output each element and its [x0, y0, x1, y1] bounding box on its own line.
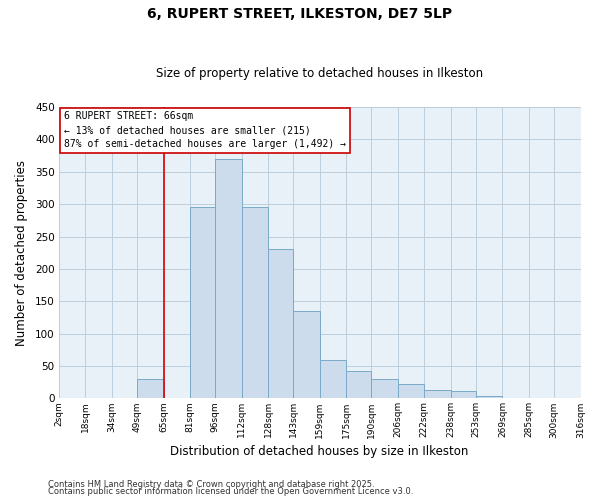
- Bar: [242, 208, 268, 398]
- Bar: [371, 379, 398, 398]
- Bar: [137, 379, 164, 398]
- Bar: [476, 396, 502, 398]
- Bar: [424, 390, 451, 398]
- Bar: [268, 250, 293, 398]
- Y-axis label: Number of detached properties: Number of detached properties: [15, 160, 28, 346]
- Bar: [346, 370, 371, 398]
- Bar: [190, 208, 215, 398]
- Bar: [320, 360, 346, 399]
- Bar: [451, 390, 476, 398]
- Bar: [398, 384, 424, 398]
- X-axis label: Distribution of detached houses by size in Ilkeston: Distribution of detached houses by size …: [170, 444, 469, 458]
- Bar: [293, 311, 320, 398]
- Text: Contains HM Land Registry data © Crown copyright and database right 2025.: Contains HM Land Registry data © Crown c…: [48, 480, 374, 489]
- Title: Size of property relative to detached houses in Ilkeston: Size of property relative to detached ho…: [156, 66, 483, 80]
- Bar: [215, 159, 242, 398]
- Text: Contains public sector information licensed under the Open Government Licence v3: Contains public sector information licen…: [48, 487, 413, 496]
- Text: 6, RUPERT STREET, ILKESTON, DE7 5LP: 6, RUPERT STREET, ILKESTON, DE7 5LP: [148, 8, 452, 22]
- Text: 6 RUPERT STREET: 66sqm
← 13% of detached houses are smaller (215)
87% of semi-de: 6 RUPERT STREET: 66sqm ← 13% of detached…: [64, 112, 346, 150]
